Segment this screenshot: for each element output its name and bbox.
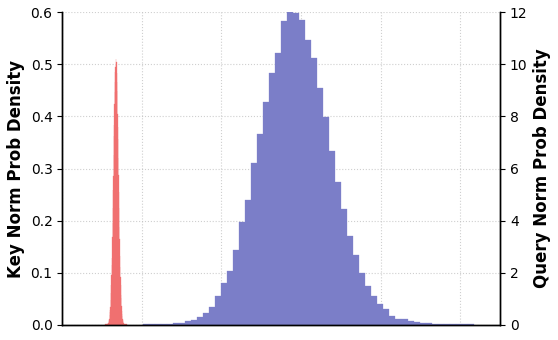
Bar (281, 21, 287, 325)
Bar (353, 255, 359, 325)
Bar (203, 313, 209, 325)
Bar (341, 209, 347, 325)
Bar (311, 58, 318, 325)
Bar (420, 323, 426, 325)
Bar (185, 321, 191, 325)
Bar (347, 236, 353, 325)
Bar (437, 324, 444, 325)
Bar (299, 20, 305, 325)
Bar (444, 324, 450, 325)
Bar (215, 296, 221, 325)
Bar (233, 250, 239, 325)
Bar (287, 13, 293, 325)
Bar (329, 151, 335, 325)
Bar (209, 306, 215, 325)
Bar (318, 88, 323, 325)
Bar (407, 321, 413, 325)
Bar (323, 117, 329, 325)
Bar (431, 324, 437, 325)
Bar (179, 323, 185, 325)
Bar (402, 319, 407, 325)
Bar (365, 286, 372, 325)
Bar (197, 317, 203, 325)
Bar (413, 322, 420, 325)
Bar (269, 73, 275, 325)
Y-axis label: Query Norm Prob Density: Query Norm Prob Density (533, 49, 551, 288)
Bar (372, 296, 377, 325)
Bar (191, 320, 197, 325)
Bar (221, 283, 227, 325)
Bar (377, 305, 383, 325)
Bar (227, 271, 233, 325)
Bar (383, 309, 389, 325)
Bar (251, 164, 257, 325)
Bar (263, 102, 269, 325)
Bar (396, 319, 402, 325)
Bar (239, 222, 245, 325)
Bar (335, 182, 341, 325)
Bar (173, 323, 179, 325)
Bar (293, 14, 299, 325)
Bar (257, 134, 263, 325)
Bar (359, 273, 365, 325)
Bar (245, 201, 251, 325)
Bar (389, 316, 396, 325)
Bar (275, 53, 281, 325)
Bar (426, 323, 431, 325)
Bar (305, 40, 311, 325)
Bar (167, 324, 173, 325)
Y-axis label: Key Norm Prob Density: Key Norm Prob Density (7, 59, 25, 277)
